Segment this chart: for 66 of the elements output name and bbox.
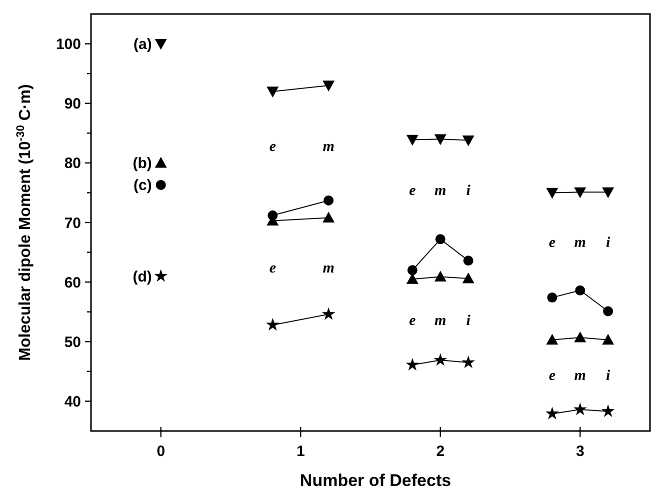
point bbox=[462, 135, 474, 146]
annotation: i bbox=[466, 182, 472, 199]
point bbox=[602, 334, 614, 345]
y-tick-label: 100 bbox=[56, 36, 81, 54]
point bbox=[406, 358, 420, 371]
y-tick-label: 40 bbox=[64, 393, 81, 410]
annotation: m bbox=[322, 139, 334, 156]
point bbox=[156, 180, 166, 190]
point bbox=[266, 86, 279, 98]
y-tick-label: 70 bbox=[64, 214, 81, 232]
annotation: e bbox=[409, 182, 416, 199]
x-tick-label: 1 bbox=[296, 443, 305, 460]
point bbox=[154, 156, 167, 168]
point bbox=[154, 38, 167, 50]
annotation: e bbox=[269, 260, 276, 277]
point bbox=[463, 256, 474, 266]
point bbox=[601, 404, 615, 418]
y-tick-label: 60 bbox=[64, 274, 81, 292]
x-tick-label: 0 bbox=[156, 443, 166, 460]
point bbox=[547, 292, 558, 303]
point bbox=[154, 269, 168, 282]
x-tick-label: 2 bbox=[436, 443, 445, 460]
annotation: i bbox=[606, 368, 611, 384]
point bbox=[406, 134, 418, 146]
annotation: m bbox=[574, 368, 586, 384]
series-label: (b) bbox=[132, 155, 152, 172]
point bbox=[434, 134, 446, 146]
annotation: m bbox=[434, 312, 446, 329]
x-tick-label: 3 bbox=[576, 443, 584, 460]
point bbox=[407, 265, 418, 276]
series-label: (c) bbox=[134, 177, 152, 194]
point bbox=[435, 234, 446, 244]
annotation: m bbox=[434, 182, 446, 199]
point bbox=[322, 307, 336, 320]
point bbox=[324, 195, 334, 206]
annotation: e bbox=[409, 312, 416, 329]
annotation: m bbox=[322, 260, 334, 277]
y-tick-label: 80 bbox=[64, 155, 81, 172]
series-label: (d) bbox=[132, 268, 152, 286]
point bbox=[575, 285, 586, 296]
point bbox=[546, 188, 558, 199]
point bbox=[322, 80, 335, 92]
annotation: i bbox=[606, 234, 611, 251]
point bbox=[574, 187, 586, 198]
annotation: i bbox=[466, 312, 472, 329]
x-axis-title: Number of Defects bbox=[300, 471, 452, 490]
series-label: (a) bbox=[134, 36, 152, 54]
point bbox=[603, 306, 614, 316]
y-tick-label: 50 bbox=[64, 334, 81, 351]
point bbox=[434, 353, 448, 366]
point bbox=[573, 402, 587, 416]
point bbox=[546, 406, 559, 420]
point bbox=[574, 331, 586, 342]
point bbox=[266, 318, 280, 331]
annotation: m bbox=[574, 234, 586, 251]
annotation: e bbox=[548, 234, 556, 251]
point bbox=[602, 187, 614, 198]
point bbox=[268, 210, 278, 220]
annotation: e bbox=[548, 368, 556, 384]
point bbox=[462, 355, 475, 368]
point bbox=[434, 270, 446, 282]
point bbox=[546, 334, 558, 345]
point bbox=[322, 212, 335, 223]
point bbox=[462, 272, 474, 284]
annotation: e bbox=[269, 139, 276, 156]
y-tick-label: 90 bbox=[64, 96, 81, 113]
